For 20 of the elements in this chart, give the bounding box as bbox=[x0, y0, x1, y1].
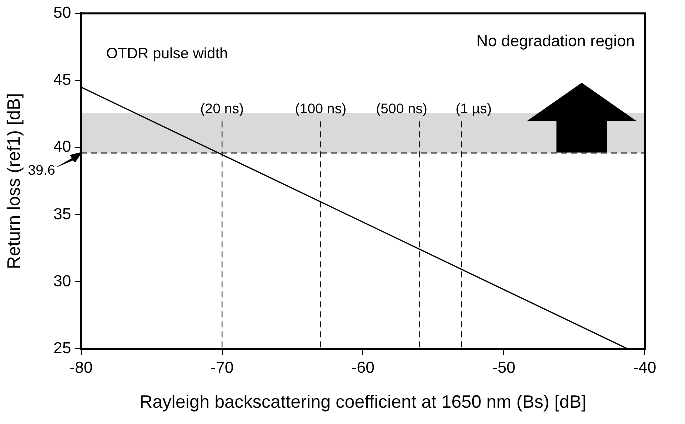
y-tick-label: 25 bbox=[54, 340, 72, 358]
x-tick-label: -60 bbox=[352, 360, 375, 378]
annotation: No degradation region bbox=[476, 34, 635, 51]
y-tick-label: 45 bbox=[54, 72, 72, 90]
ref-line-label: (500 ns) bbox=[376, 100, 428, 117]
y-tick-label: 35 bbox=[54, 206, 72, 224]
y-tick-label: 30 bbox=[54, 273, 72, 290]
ref-line-label: (1 µs) bbox=[456, 100, 492, 117]
x-axis-title: Rayleigh backscattering coefficient at 1650 nm (Bs) [dB] bbox=[140, 392, 587, 412]
y-axis-title: Return loss (ref1) [dB] bbox=[4, 93, 24, 270]
ref-line-label: (100 ns) bbox=[295, 100, 347, 117]
ref-line-label: (20 ns) bbox=[200, 100, 244, 117]
x-tick-label: -70 bbox=[210, 360, 234, 378]
ref-line-label: 39.6 bbox=[28, 162, 56, 178]
annotation: OTDR pulse width bbox=[106, 46, 228, 63]
x-tick-label: -40 bbox=[633, 360, 657, 378]
y-tick-label: 50 bbox=[54, 5, 72, 22]
x-tick-label: -80 bbox=[70, 360, 94, 378]
y-tick-label: 40 bbox=[54, 139, 72, 156]
x-tick-label: -50 bbox=[492, 360, 516, 378]
